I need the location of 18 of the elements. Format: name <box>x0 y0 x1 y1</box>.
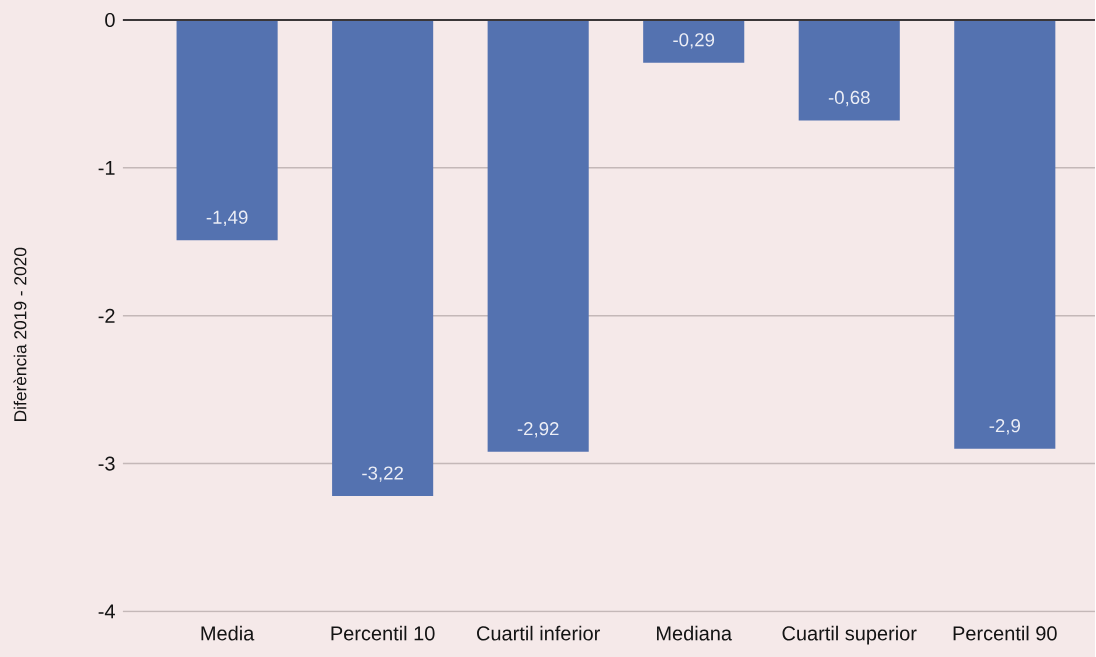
y-tick-label: -2 <box>98 308 115 323</box>
x-tick-label: Media <box>201 625 255 641</box>
data-label: -0,68 <box>828 90 870 107</box>
y-axis-title: Diferència 2019 - 2020 <box>13 247 27 421</box>
data-label: -3,22 <box>362 466 403 482</box>
x-tick-label: Percentil 90 <box>953 625 1057 641</box>
y-tick-label: -3 <box>98 456 115 471</box>
x-tick-label: Cuartil superior <box>782 625 917 645</box>
x-tick-label: Percentil 10 <box>331 625 435 641</box>
data-label: -1,49 <box>206 210 248 226</box>
y-tick-label: 0 <box>105 12 115 27</box>
y-tick-label: -1 <box>98 160 115 175</box>
data-label: -0,29 <box>673 32 715 49</box>
x-tick-label: Cuartil inferior <box>477 625 600 641</box>
data-label: -2,92 <box>517 421 559 438</box>
y-tick-label: -4 <box>98 604 115 619</box>
x-tick-label: Mediana <box>657 625 733 641</box>
data-label: -2,9 <box>989 418 1020 435</box>
